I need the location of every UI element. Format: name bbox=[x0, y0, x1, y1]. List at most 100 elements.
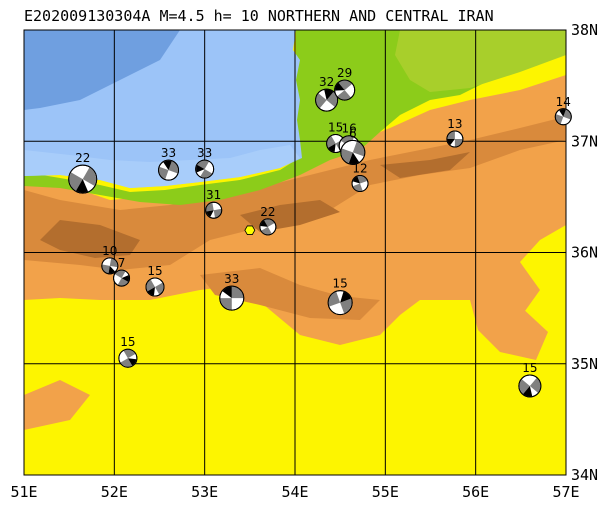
beachball-outline bbox=[259, 218, 277, 236]
axis-ticks: 51E 52E 53E 54E 55E 56E 57E 38N 37N 36N 35N 34N bbox=[10, 21, 598, 501]
compressional-quadrant bbox=[147, 286, 155, 296]
beachball-outline bbox=[219, 285, 245, 311]
compressional-quadrant bbox=[206, 202, 214, 212]
beachball bbox=[101, 257, 119, 275]
compressional-quadrant bbox=[75, 179, 89, 193]
compressional-quadrant bbox=[108, 265, 115, 274]
beachball-quadrants bbox=[447, 131, 463, 147]
compressional-quadrant bbox=[357, 176, 368, 184]
event-depth-label: 33 bbox=[197, 146, 212, 160]
compressional-quadrant bbox=[523, 386, 533, 397]
beachball bbox=[518, 374, 542, 398]
compressional-quadrant bbox=[348, 152, 360, 164]
beachball-quadrants bbox=[115, 270, 130, 286]
lat-tick-label: 37N bbox=[571, 132, 598, 150]
beachball-outline bbox=[145, 277, 165, 297]
beachball-quadrants bbox=[206, 202, 222, 218]
event-depth-label: 12 bbox=[352, 162, 367, 176]
event-depth-label: 32 bbox=[319, 75, 334, 89]
beachball-quadrants bbox=[220, 286, 244, 310]
event-depth-label: 13 bbox=[447, 117, 462, 131]
compressional-quadrant bbox=[447, 139, 455, 146]
compressional-quadrant bbox=[352, 141, 365, 157]
compressional-quadrant bbox=[326, 92, 338, 107]
beachball bbox=[145, 277, 165, 297]
beachball-quadrants bbox=[352, 176, 368, 191]
beachball-outline bbox=[334, 79, 356, 101]
event-depth-label: 22 bbox=[260, 205, 275, 219]
compressional-quadrant bbox=[102, 264, 110, 274]
compressional-quadrant bbox=[163, 160, 172, 171]
compressional-quadrant bbox=[352, 183, 363, 191]
beachball bbox=[195, 159, 215, 179]
compressional-quadrant bbox=[120, 358, 133, 367]
highland-area bbox=[24, 380, 90, 430]
compressional-quadrant bbox=[82, 167, 97, 186]
lat-tick-label: 34N bbox=[571, 466, 598, 484]
compressional-quadrant bbox=[519, 379, 530, 395]
compressional-quadrant bbox=[563, 109, 571, 120]
compressional-quadrant bbox=[196, 164, 205, 173]
compressional-quadrant bbox=[447, 131, 455, 140]
beachball bbox=[158, 159, 180, 181]
beachball-outline bbox=[101, 257, 119, 275]
event-depth-label: 15 bbox=[522, 361, 537, 375]
event-depth-label: 6 bbox=[349, 126, 357, 140]
beachball-outline bbox=[518, 374, 542, 398]
event-depth-label: 14 bbox=[556, 95, 571, 109]
compressional-quadrant bbox=[206, 210, 214, 217]
beachball bbox=[446, 130, 464, 148]
event-depth-label: 15 bbox=[328, 120, 343, 134]
compressional-quadrant bbox=[109, 258, 118, 268]
beachball bbox=[340, 139, 366, 165]
beachball bbox=[68, 164, 98, 194]
beachball-quadrants bbox=[120, 349, 137, 367]
compressional-quadrant bbox=[529, 377, 541, 393]
lon-tick-label: 52E bbox=[101, 483, 128, 501]
beachball-quadrants bbox=[341, 141, 365, 164]
beachball-quadrants bbox=[102, 258, 118, 274]
compressional-quadrant bbox=[261, 226, 272, 235]
event-depth-label: 15 bbox=[147, 264, 162, 278]
compressional-quadrant bbox=[341, 148, 353, 164]
compressional-quadrant bbox=[324, 89, 334, 101]
beachball-quadrants bbox=[555, 109, 571, 124]
peak-area bbox=[380, 152, 470, 178]
event-depth-label: 31 bbox=[206, 188, 221, 202]
event-depth-label: 29 bbox=[337, 66, 352, 80]
compressional-quadrant bbox=[168, 161, 178, 174]
beachball bbox=[205, 201, 223, 219]
beachball-outline bbox=[351, 175, 369, 193]
compressional-quadrant bbox=[220, 298, 232, 310]
beachball bbox=[315, 88, 339, 112]
compressional-quadrant bbox=[121, 275, 130, 282]
highland-area bbox=[370, 195, 470, 220]
compressional-quadrant bbox=[123, 349, 136, 359]
lat-tick-label: 38N bbox=[571, 21, 598, 39]
beachball-quadrants bbox=[196, 160, 213, 178]
beachball-quadrants bbox=[335, 80, 352, 100]
compressional-quadrant bbox=[316, 93, 327, 109]
beachball-outline bbox=[118, 348, 138, 368]
beachball-outline bbox=[195, 159, 215, 179]
caspian-sea-deep bbox=[24, 30, 180, 110]
lon-tick-label: 54E bbox=[281, 483, 308, 501]
compressional-quadrant bbox=[559, 109, 566, 117]
beachball bbox=[113, 269, 131, 287]
event-depth-label: 10 bbox=[102, 244, 117, 258]
epicenter-marker bbox=[244, 225, 256, 235]
compressional-quadrant bbox=[327, 136, 336, 148]
compressional-quadrant bbox=[454, 139, 463, 147]
event-depth-label: 22 bbox=[75, 151, 90, 165]
event-depth-label: 7 bbox=[118, 256, 126, 270]
highland-area bbox=[470, 300, 548, 360]
beachball-quadrants bbox=[159, 160, 178, 180]
beachball bbox=[327, 290, 353, 316]
compressional-quadrant bbox=[555, 114, 564, 124]
beachball bbox=[554, 108, 572, 126]
beachball bbox=[219, 285, 245, 311]
event-depth-label: 15 bbox=[333, 277, 348, 291]
beachball bbox=[351, 175, 369, 193]
beachball bbox=[118, 348, 138, 368]
